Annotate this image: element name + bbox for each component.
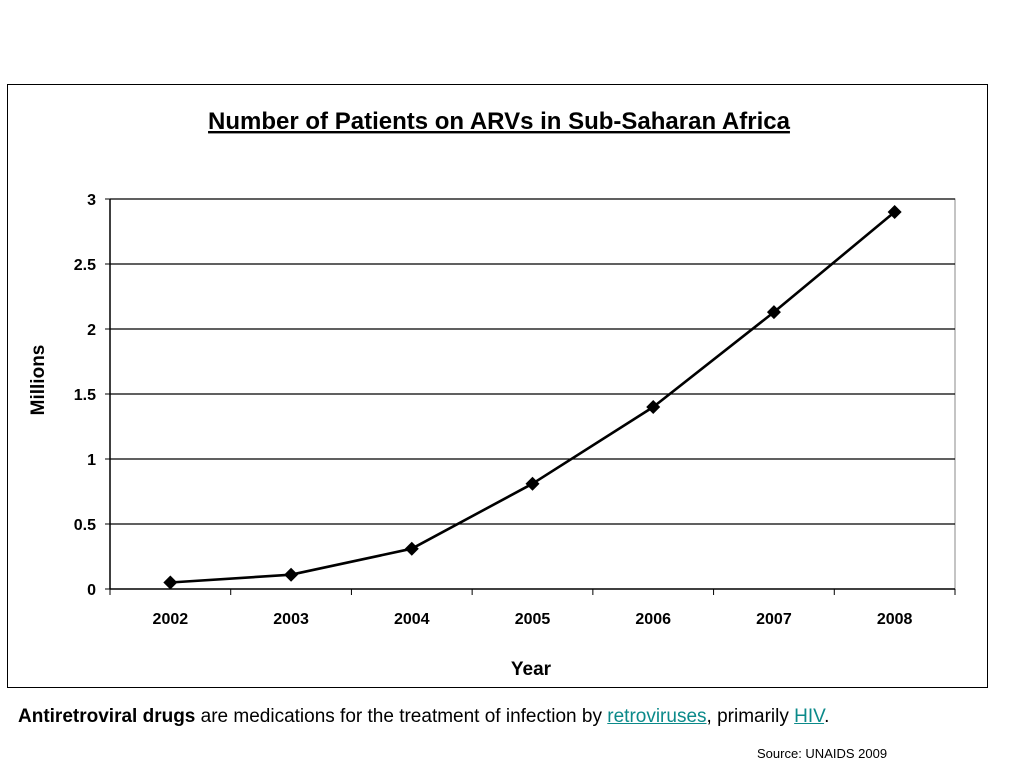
caption-text-2: , primarily	[706, 706, 795, 727]
y-tick-label: 0.5	[74, 517, 96, 534]
y-tick-label: 3	[87, 192, 96, 209]
x-tick-label: 2008	[877, 611, 913, 628]
source-note: Source: UNAIDS 2009	[757, 746, 888, 761]
x-tick-label: 2006	[635, 611, 671, 628]
plot-area: 0 0.5 1 1.5 2 2.5 3 2002 2003 2004 2005 2006 2007 200…	[74, 192, 956, 628]
y-tick-label: 2.5	[74, 257, 96, 274]
data-point-marker	[887, 205, 902, 219]
caption: Antiretroviral drugs are medications for…	[18, 706, 829, 728]
caption-text-1: are medications for the treatment of inf…	[195, 706, 608, 727]
caption-bold-term: Antiretroviral drugs	[18, 706, 196, 727]
chart-title: Number of Patients on ARVs in Sub-Sahara…	[208, 108, 791, 135]
y-tick-label: 0	[87, 582, 96, 599]
data-point-marker	[163, 575, 178, 590]
x-tick-label: 2002	[153, 611, 189, 628]
x-tick-label: 2004	[394, 611, 430, 628]
y-axis-title: Millions	[28, 345, 49, 416]
x-tick-label: 2003	[273, 611, 309, 628]
hiv-link[interactable]: HIV	[794, 706, 825, 727]
x-axis-title: Year	[511, 659, 552, 680]
series-line	[170, 210, 896, 584]
x-tick-label: 2007	[756, 611, 792, 628]
data-point-marker	[646, 400, 661, 414]
y-tick-label: 1	[87, 452, 96, 469]
data-point-marker	[284, 567, 299, 582]
data-point-marker	[525, 476, 540, 491]
y-tick-label: 1.5	[74, 387, 96, 404]
caption-text-3: .	[824, 706, 830, 727]
data-point-marker	[766, 305, 781, 320]
retroviruses-link[interactable]: retroviruses	[607, 706, 707, 727]
y-tick-label: 2	[87, 322, 96, 339]
x-tick-label: 2005	[515, 611, 551, 628]
data-point-marker	[404, 541, 419, 556]
